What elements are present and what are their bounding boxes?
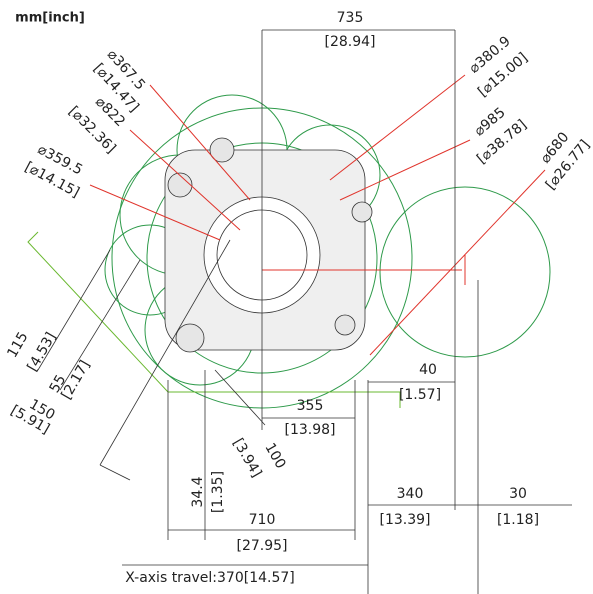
dimension-inch: [1.57] [399,387,441,403]
dimension-value: 100 [261,440,288,471]
dimension-value: 355 [297,398,324,414]
unit-label: mm[inch] [15,11,85,26]
dimension-inch: [13.39] [379,512,430,528]
dimension-value: 340 [397,486,424,502]
dimension-value: 40 [419,362,437,378]
dimension-inch: [28.94] [324,34,375,50]
dimension-value: 115 [4,329,31,360]
dimension-value: 710 [249,512,276,528]
dimension-value: 735 [337,10,364,26]
dimension-value: 34.4 [190,476,206,507]
note: X-axis travel:370[14.57] [125,570,295,586]
dimension-inch: [1.18] [497,512,539,528]
drawing: mm[inch] X-axis travel:370[14.57] 735 [28… [0,0,593,594]
dimension-inch: [3.94] [230,436,265,480]
dimension-inch: [1.35] [210,471,226,513]
dimension-inch: [27.95] [236,538,287,554]
dimension-value: 30 [509,486,527,502]
dimension-inch: [13.98] [284,422,335,438]
